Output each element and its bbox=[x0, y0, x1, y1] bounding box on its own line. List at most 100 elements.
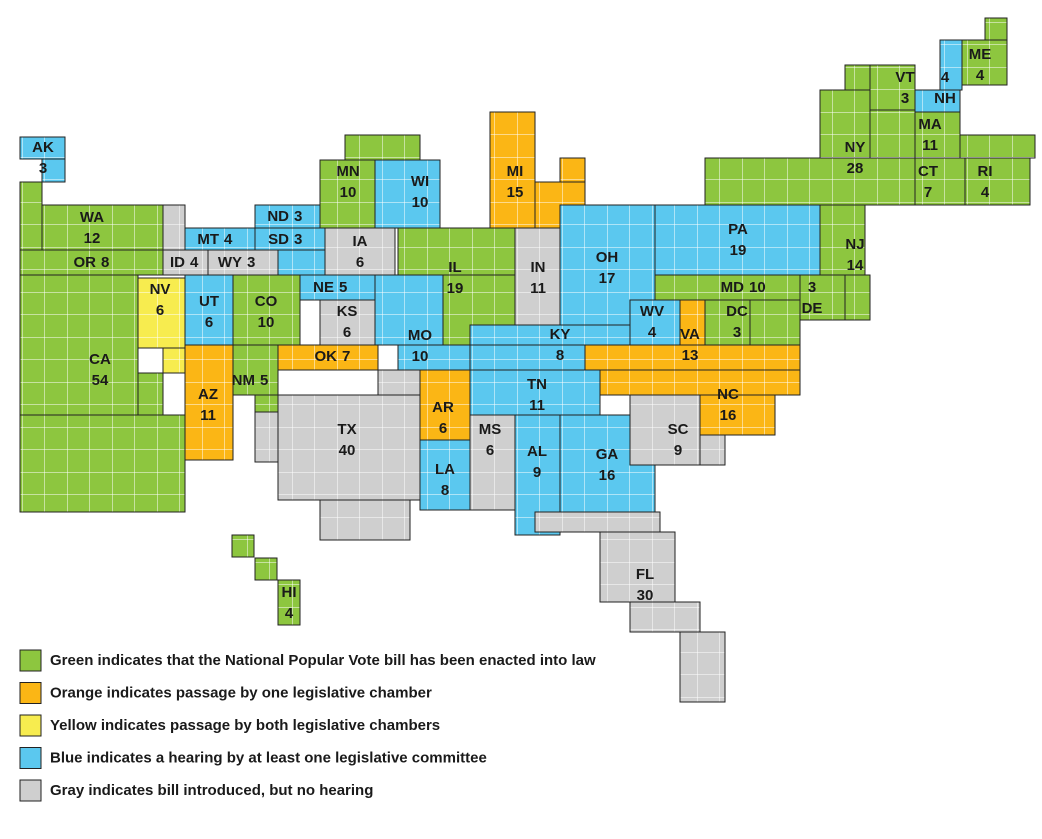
state-abbr: VT bbox=[895, 69, 914, 86]
tile-grid bbox=[277, 344, 379, 371]
state-abbr: ID bbox=[170, 254, 185, 271]
tile-grid bbox=[469, 414, 516, 511]
tile-grid bbox=[344, 134, 421, 161]
tile-grid bbox=[277, 579, 301, 626]
tile-grid bbox=[319, 499, 411, 541]
state-votes: 9 bbox=[674, 442, 682, 459]
legend-swatch bbox=[19, 682, 42, 704]
tile-grid bbox=[559, 157, 586, 183]
tile-grid bbox=[184, 344, 234, 461]
state-abbr: SC bbox=[668, 421, 689, 438]
legend-label: Gray indicates bill introduced, but no h… bbox=[50, 782, 373, 799]
tile-grid bbox=[961, 39, 1008, 86]
tile-grid bbox=[162, 204, 186, 251]
state-votes: 15 bbox=[507, 184, 524, 201]
tile-grid bbox=[19, 274, 139, 416]
tile-grid bbox=[374, 159, 441, 229]
state-abbr: NY bbox=[845, 139, 866, 156]
tile-grid bbox=[599, 369, 801, 396]
tile-grid bbox=[162, 347, 186, 374]
tile-grid bbox=[254, 227, 326, 251]
state-votes: 3 bbox=[247, 254, 255, 271]
state-abbr: PA bbox=[728, 221, 748, 238]
state-votes: 4 bbox=[976, 67, 985, 84]
state-abbr: CA bbox=[89, 351, 111, 368]
state-votes: 30 bbox=[637, 587, 654, 604]
state-votes: 10 bbox=[412, 348, 429, 365]
state-abbr: DC bbox=[726, 303, 748, 320]
state-abbr: GA bbox=[596, 446, 619, 463]
state-abbr: HI bbox=[282, 584, 297, 601]
state-abbr: LA bbox=[435, 461, 455, 478]
state-votes: 3 bbox=[901, 90, 909, 107]
state-abbr: MN bbox=[336, 163, 359, 180]
state-abbr: VA bbox=[680, 326, 700, 343]
tile-grid bbox=[844, 64, 871, 91]
state-votes: 16 bbox=[599, 467, 616, 484]
state-abbr: OK bbox=[315, 348, 338, 365]
state-abbr: NV bbox=[150, 281, 171, 298]
state-votes: 7 bbox=[924, 184, 932, 201]
tile-grid bbox=[489, 111, 536, 229]
tile-grid bbox=[629, 394, 701, 466]
state-votes: 13 bbox=[682, 347, 699, 364]
tile-grid bbox=[699, 394, 776, 436]
state-abbr: DE bbox=[802, 300, 823, 317]
tile-grid bbox=[984, 17, 1008, 41]
tile-grid bbox=[254, 411, 279, 463]
tile-grid bbox=[397, 344, 471, 371]
tile-grid bbox=[137, 372, 164, 416]
legend-label: Blue indicates a hearing by at least one… bbox=[50, 749, 487, 766]
state-abbr: MO bbox=[408, 327, 432, 344]
tile-grid bbox=[397, 227, 516, 276]
state-votes: 4 bbox=[941, 69, 950, 86]
state-votes: 6 bbox=[439, 420, 447, 437]
tile-grid bbox=[231, 534, 255, 558]
state-votes: 19 bbox=[447, 280, 464, 297]
tile-grid bbox=[749, 299, 801, 346]
state-abbr: OR bbox=[74, 254, 97, 271]
legend-swatch bbox=[19, 779, 42, 802]
tile-grid bbox=[184, 274, 234, 346]
state-votes: 4 bbox=[285, 605, 294, 622]
state-votes: 11 bbox=[530, 280, 546, 297]
tile-grid bbox=[324, 227, 396, 276]
state-votes: 4 bbox=[190, 254, 199, 271]
tile-grid bbox=[19, 181, 43, 251]
tile-grid bbox=[959, 134, 1036, 159]
state-abbr: UT bbox=[199, 293, 219, 310]
tile-grid bbox=[419, 369, 471, 441]
state-abbr: WV bbox=[640, 303, 664, 320]
tile-grid bbox=[869, 64, 916, 111]
state-votes: 3 bbox=[294, 231, 302, 248]
tile-grid bbox=[377, 369, 421, 396]
tile-grid bbox=[19, 414, 186, 513]
state-votes: 8 bbox=[556, 347, 564, 364]
state-abbr: CT bbox=[918, 163, 938, 180]
state-votes: 6 bbox=[356, 254, 364, 271]
state-abbr: NC bbox=[717, 386, 739, 403]
state-votes: 6 bbox=[486, 442, 494, 459]
state-abbr: MT bbox=[197, 231, 219, 248]
tile-grid bbox=[184, 227, 256, 251]
tile-grid bbox=[277, 394, 421, 501]
state-votes: 4 bbox=[648, 324, 657, 341]
state-votes: 3 bbox=[733, 324, 741, 341]
legend-label: Orange indicates passage by one legislat… bbox=[50, 684, 432, 701]
state-votes: 3 bbox=[294, 208, 302, 225]
state-votes: 6 bbox=[205, 314, 213, 331]
state-votes: 10 bbox=[412, 194, 429, 211]
state-votes: 54 bbox=[92, 372, 109, 389]
tile-grid bbox=[254, 394, 279, 413]
legend: Green indicates that the National Popula… bbox=[19, 649, 596, 802]
state-abbr: IN bbox=[531, 259, 546, 276]
tile-grid bbox=[654, 204, 821, 276]
tile-grid bbox=[299, 274, 376, 301]
state-abbr: MD bbox=[721, 279, 744, 296]
tile-grid bbox=[469, 369, 601, 416]
state-votes: 10 bbox=[258, 314, 275, 331]
state-votes: 6 bbox=[156, 302, 164, 319]
legend-swatch bbox=[19, 747, 42, 769]
state-votes: 16 bbox=[720, 407, 737, 424]
